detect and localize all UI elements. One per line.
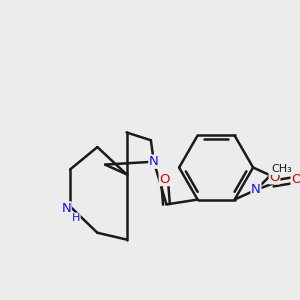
Text: N: N	[149, 155, 159, 168]
Text: CH₃: CH₃	[271, 164, 292, 174]
Text: N: N	[251, 183, 261, 196]
Text: O: O	[159, 172, 170, 186]
Text: O: O	[291, 173, 300, 186]
Text: H: H	[72, 213, 80, 223]
Text: O: O	[269, 171, 280, 184]
Text: N: N	[61, 202, 71, 215]
